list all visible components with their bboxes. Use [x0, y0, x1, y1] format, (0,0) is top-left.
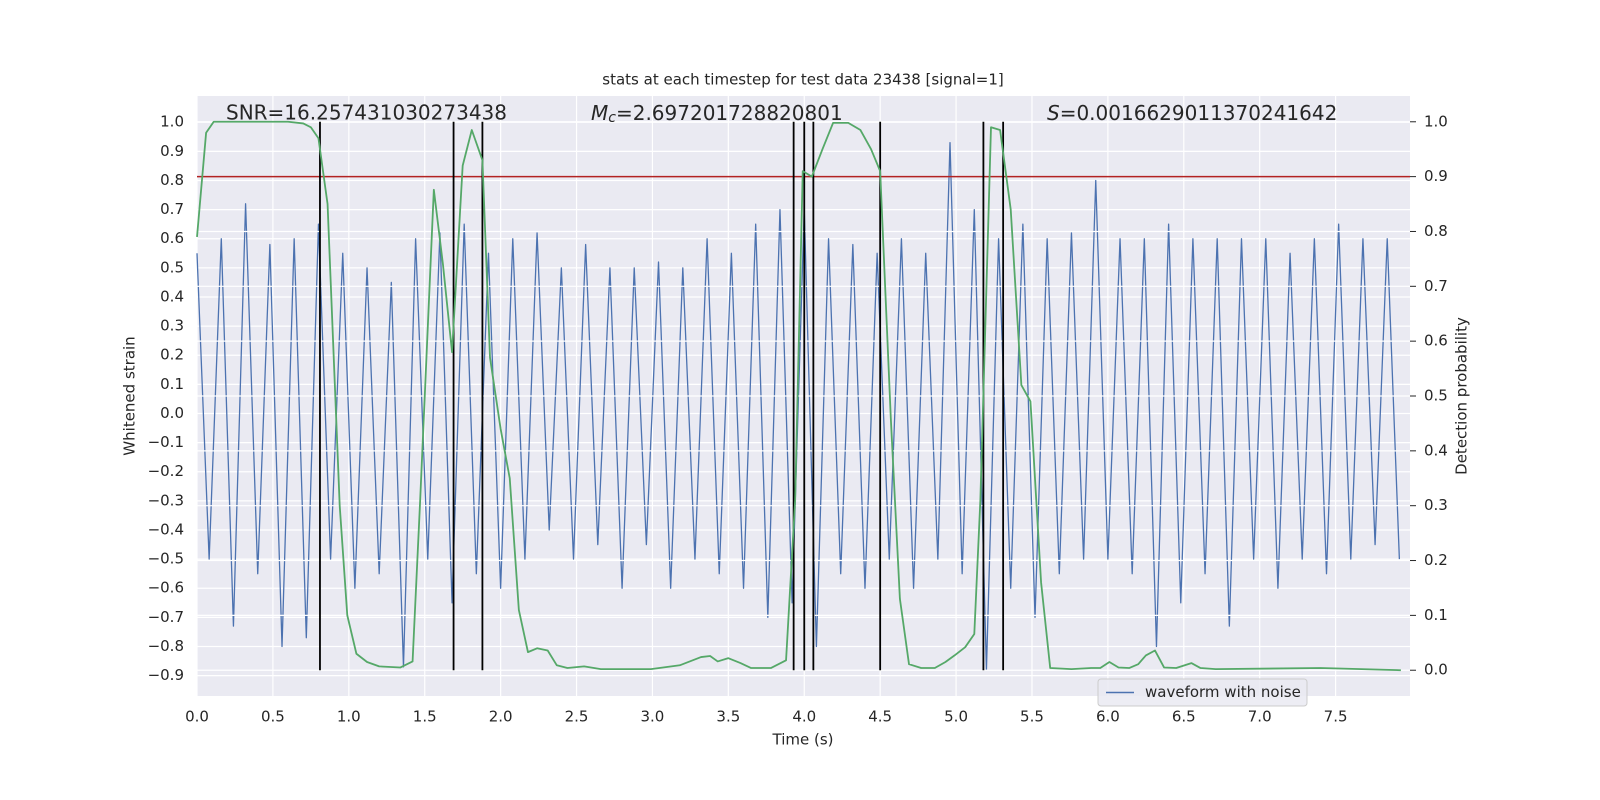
y2-tick-label: 0.6 — [1424, 332, 1448, 350]
x-tick-label: 6.0 — [1096, 708, 1120, 726]
y-tick-label: −0.3 — [148, 491, 184, 509]
y-tick-label: 0.5 — [160, 258, 184, 276]
y2-tick-label: 0.1 — [1424, 606, 1448, 624]
y-tick-label: −0.8 — [148, 637, 184, 655]
x-tick-label: 0.5 — [261, 708, 285, 726]
x-tick-label: 5.5 — [1020, 708, 1044, 726]
x-tick-label: 7.0 — [1248, 708, 1272, 726]
y2-axis-label: Detection probability — [1453, 317, 1471, 475]
x-tick-label: 0.0 — [185, 708, 209, 726]
y-tick-label: 0.0 — [160, 404, 184, 422]
legend-box — [1097, 678, 1308, 707]
x-axis-label: Time (s) — [772, 731, 834, 749]
y-tick-label: −0.1 — [148, 433, 184, 451]
annotation-value: =0.0016629011370241642 — [1060, 101, 1338, 125]
annotation: S=0.0016629011370241642 — [1047, 101, 1337, 125]
y-tick-label: −0.7 — [148, 608, 184, 626]
x-tick-label: 4.0 — [792, 708, 816, 726]
y2-tick-label: 0.0 — [1424, 661, 1448, 679]
y-tick-label: −0.4 — [148, 520, 184, 538]
x-tick-label: 1.5 — [413, 708, 437, 726]
annotation: SNR=16.257431030273438 — [226, 101, 507, 125]
y2-tick-label: 0.4 — [1424, 441, 1448, 459]
annotation-value: =2.697201728820801 — [616, 101, 843, 125]
y-tick-label: −0.9 — [148, 666, 184, 684]
x-tick-label: 2.5 — [565, 708, 589, 726]
y-tick-label: 0.7 — [160, 200, 184, 218]
legend-label: waveform with noise — [1145, 683, 1301, 701]
y-tick-label: 1.0 — [160, 113, 184, 131]
x-tick-label: 4.5 — [868, 708, 892, 726]
y-tick-label: 0.9 — [160, 142, 184, 160]
x-tick-label: 3.5 — [716, 708, 740, 726]
x-tick-label: 7.5 — [1324, 708, 1348, 726]
y2-tick-label: 1.0 — [1424, 112, 1448, 130]
y2-tick-label: 0.5 — [1424, 387, 1448, 405]
y-tick-label: −0.5 — [148, 550, 184, 568]
y-tick-label: 0.6 — [160, 229, 184, 247]
y2-tick-label: 0.8 — [1424, 222, 1448, 240]
y-tick-label: −0.2 — [148, 462, 184, 480]
annotation-symbol: S — [1047, 101, 1060, 125]
y2-tick-label: 0.7 — [1424, 277, 1448, 295]
chart-title: stats at each timestep for test data 234… — [602, 71, 1003, 89]
x-tick-label: 2.0 — [489, 708, 513, 726]
y-tick-label: −0.6 — [148, 579, 184, 597]
y2-tick-label: 0.9 — [1424, 167, 1448, 185]
series-line — [196, 120, 1401, 672]
x-tick-label: 1.0 — [337, 708, 361, 726]
y-tick-label: 0.4 — [160, 287, 184, 305]
over-layer — [196, 120, 1410, 672]
y2-tick-label: 0.2 — [1424, 551, 1448, 569]
x-tick-label: 6.5 — [1172, 708, 1196, 726]
y-tick-label: 0.2 — [160, 346, 184, 364]
y2-tick-label: 0.3 — [1424, 496, 1448, 514]
y-axis-label: Whitened strain — [121, 336, 139, 455]
annotation-subscript: c — [608, 110, 616, 126]
annotation: Mc=2.697201728820801 — [591, 101, 843, 127]
y-tick-label: 0.1 — [160, 375, 184, 393]
y-tick-label: 0.8 — [160, 171, 184, 189]
y-tick-label: 0.3 — [160, 317, 184, 335]
annotation-symbol: M — [591, 101, 608, 125]
x-tick-label: 5.0 — [944, 708, 968, 726]
x-tick-label: 3.0 — [641, 708, 665, 726]
